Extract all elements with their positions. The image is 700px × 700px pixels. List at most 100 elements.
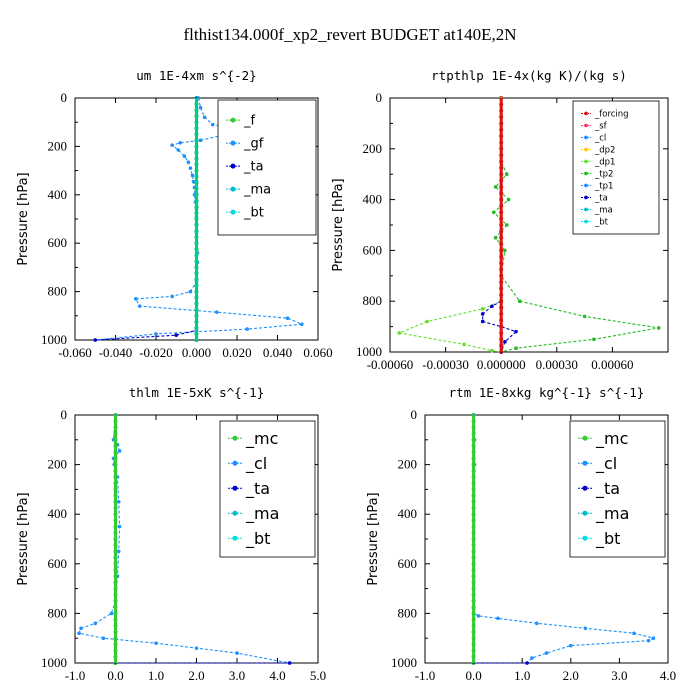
data-point [214, 310, 219, 314]
data-point [113, 537, 118, 542]
legend-marker [230, 140, 236, 146]
y-tick-label: 200 [48, 457, 68, 472]
data-point [471, 555, 476, 560]
legend: _mc _cl _ta _ma _bt [569, 420, 666, 558]
data-point [493, 235, 498, 240]
panel-title: thlm 1E-5xK s^{-1} [129, 385, 264, 400]
data-point [113, 481, 118, 486]
data-point [113, 468, 118, 473]
data-point [117, 524, 122, 529]
data-point [170, 294, 174, 299]
data-point [194, 144, 199, 149]
data-point [194, 301, 199, 306]
legend-marker [230, 209, 236, 215]
data-point [471, 574, 476, 579]
legend-label: _mc [245, 429, 278, 449]
data-point [499, 254, 504, 259]
series-ta [471, 661, 529, 665]
data-point [471, 605, 476, 610]
x-tick-label: 0.00060 [591, 357, 633, 372]
legend-marker [582, 460, 588, 466]
legend-label: _sf [594, 121, 608, 131]
data-point [499, 134, 504, 139]
data-point [525, 661, 529, 665]
y-tick-label: 800 [398, 605, 418, 620]
data-point [113, 592, 118, 597]
legend-label: _cl [594, 133, 606, 143]
data-point [113, 437, 118, 442]
data-point [471, 654, 476, 659]
x-tick-label: 0.060 [303, 345, 332, 360]
data-point [499, 318, 504, 323]
legend-marker [584, 171, 588, 176]
data-point [113, 412, 118, 417]
data-point [499, 273, 504, 278]
data-point [499, 242, 504, 247]
data-point [471, 661, 476, 666]
x-tick-label: 0.0 [465, 668, 481, 683]
data-point [113, 443, 118, 448]
data-point [194, 102, 199, 107]
panel-title: um 1E-4xm s^{-2} [136, 68, 256, 83]
legend-label: _ma [595, 504, 629, 524]
legend: _mc _cl _ta _ma _bt [219, 420, 316, 558]
legend-label: _dp1 [594, 157, 615, 167]
legend: _f _gf _ta _ma _bt [217, 99, 317, 236]
data-point [530, 656, 534, 660]
data-point [113, 568, 118, 573]
data-point [113, 574, 118, 579]
data-point [471, 530, 476, 535]
chart-panel-1: um 1E-4xm s^{-2} Pressure [hPa] 0 200 400 600… [16, 68, 333, 360]
data-point [113, 512, 118, 517]
data-point [194, 646, 199, 650]
data-point [194, 283, 199, 288]
data-point [287, 661, 292, 665]
data-point [194, 289, 199, 294]
data-point [592, 337, 596, 342]
data-point [194, 192, 199, 197]
series-line [397, 98, 502, 353]
legend-marker [232, 435, 238, 441]
data-point [198, 105, 203, 110]
legend-marker [584, 123, 588, 128]
data-point [499, 216, 504, 221]
data-point [93, 338, 98, 342]
data-point [194, 120, 199, 125]
data-point [582, 314, 587, 319]
x-tick-label: -1.0 [415, 668, 436, 683]
data-point [499, 222, 504, 227]
x-tick-label: 5.0 [310, 668, 326, 683]
data-point [113, 474, 118, 479]
data-point [113, 580, 118, 585]
data-point [113, 456, 118, 461]
data-point [632, 631, 636, 636]
data-point [113, 555, 118, 560]
data-point [471, 580, 476, 585]
data-point [191, 179, 196, 184]
data-point [194, 247, 199, 252]
legend-label: _bt [594, 217, 609, 227]
data-point [493, 185, 498, 189]
data-point [116, 549, 121, 554]
legend-label: _ma [243, 183, 271, 198]
data-point [499, 140, 504, 145]
data-point [506, 197, 511, 202]
legend-label: _ta [245, 479, 270, 499]
data-point [499, 337, 504, 342]
legend-label: _gf [243, 137, 264, 152]
data-point [194, 216, 199, 221]
data-point [476, 614, 481, 618]
data-point [113, 630, 118, 635]
x-tick-label: -0.040 [99, 345, 133, 360]
data-point [499, 178, 504, 183]
y-tick-label: 200 [48, 138, 68, 153]
legend-marker [584, 207, 588, 212]
data-point [499, 229, 504, 234]
data-point [471, 474, 476, 479]
data-point [194, 132, 199, 137]
chart-panel-4: rtm 1E-8xkg kg^{-1} s^{-1} Pressure [hPa]… [366, 385, 676, 683]
x-tick-label: 1.0 [148, 668, 164, 683]
x-tick-label: 0.00030 [536, 357, 578, 372]
data-point [471, 493, 476, 498]
data-point [471, 623, 476, 628]
